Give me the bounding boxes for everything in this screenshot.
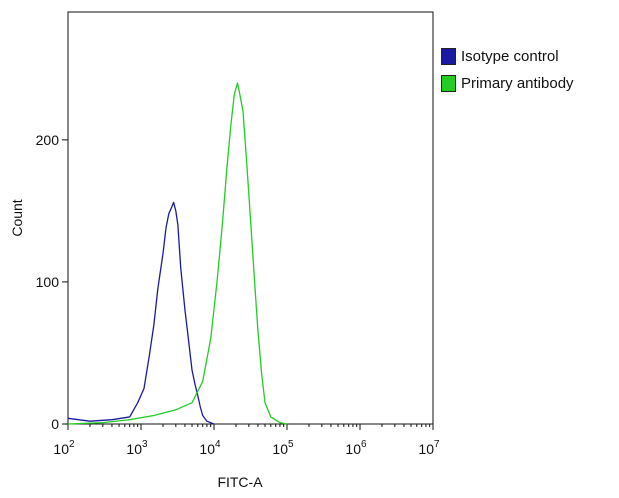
x-tick-label-2: 104 [199,439,221,457]
legend-swatch-primary [441,74,456,92]
series-layer [67,82,288,425]
y-tick-label-0: 0 [51,416,59,432]
legend-item-primary: Primary antibody [441,72,574,94]
legend-label-primary: Primary antibody [461,74,574,92]
x-axis-label: FITC-A [217,474,263,490]
x-tick-label-0: 102 [53,439,75,457]
x-tick-exponent-1: 3 [142,439,148,450]
legend-label-isotype: Isotype control [461,47,559,65]
legend-swatch-isotype [441,47,456,65]
x-tick-exponent-2: 4 [215,439,221,450]
x-tick-exponent-0: 2 [69,439,75,450]
x-axis-ticks: 102 103 104 105 106 107 [53,424,440,457]
legend-item-isotype: Isotype control [441,45,574,67]
x-tick-exponent-4: 6 [361,439,367,450]
x-tick-exponent-3: 5 [288,439,294,450]
y-axis-label: Count [9,199,25,236]
y-tick-label-1: 100 [36,274,60,290]
x-tick-label-3: 105 [272,439,294,457]
legend: Isotype control Primary antibody [441,45,574,99]
x-tick-label-5: 107 [418,439,440,457]
x-tick-label-4: 106 [345,439,367,457]
x-tick-exponent-5: 7 [434,439,440,450]
plot-frame [67,11,434,425]
series-line-0 [67,201,215,425]
series-line-1 [67,82,288,425]
y-tick-label-2: 200 [36,132,60,148]
x-tick-label-1: 103 [126,439,148,457]
y-axis-ticks: 0 100 200 [36,132,68,432]
